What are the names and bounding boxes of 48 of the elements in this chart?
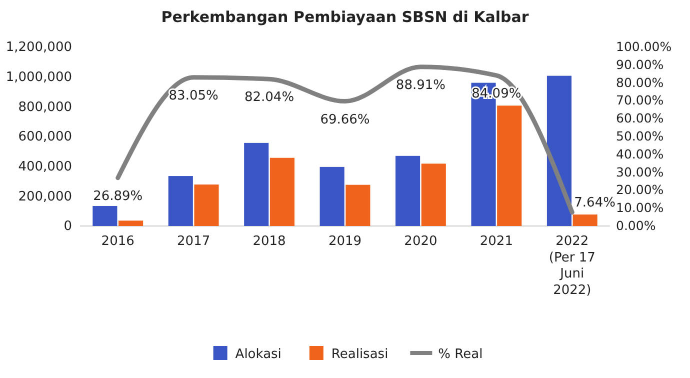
chart-title: Perkembangan Pembiayaan SBSN di Kalbar: [161, 8, 530, 26]
y2-tick-label: 10.00%: [616, 200, 664, 216]
x-tick-label: 2016: [101, 234, 134, 250]
y-tick-label: 0: [64, 219, 72, 234]
y-tick-label: 600,000: [18, 130, 72, 145]
data-label: 88.91%: [396, 78, 446, 93]
y2-tick-label: 50.00%: [616, 128, 664, 144]
bar: [320, 166, 344, 226]
legend-label: Alokasi: [235, 347, 282, 362]
bar: [421, 164, 446, 226]
y2-tick-label: 60.00%: [616, 110, 664, 126]
bar: [92, 206, 118, 226]
x-tick-label: 2022 (Per 17 Juni 2022): [548, 234, 596, 298]
x-tick-label: 2020: [404, 234, 438, 250]
legend-label: Realisasi: [331, 347, 388, 362]
bar: [346, 184, 370, 226]
x-tick-label: 2017: [177, 234, 210, 250]
bar: [118, 220, 144, 226]
bar: [270, 158, 294, 226]
x-tick-label: 2021: [480, 234, 513, 250]
bar: [546, 76, 572, 226]
y-tick-label: 800,000: [18, 100, 72, 115]
bar: [396, 156, 420, 226]
bar: [497, 106, 522, 226]
bar: [194, 184, 219, 226]
data-label: 69.66%: [320, 112, 370, 128]
data-label: 7.64%: [574, 195, 616, 210]
y2-tick-label: 100.00%: [616, 39, 672, 54]
legend-label: % Real: [438, 347, 483, 362]
y2-tick-label: 20.00%: [616, 182, 664, 198]
x-tick-label: 2018: [252, 234, 286, 250]
y2-tick-label: 70.00%: [616, 92, 664, 108]
data-label: 26.89%: [93, 188, 143, 204]
y-tick-label: 200,000: [18, 189, 72, 204]
x-tick-label: 2019: [328, 234, 362, 250]
y-tick-label: 400,000: [18, 159, 72, 174]
bar: [168, 176, 193, 226]
y-tick-label: 1,000,000: [6, 70, 72, 85]
data-label: 83.05%: [168, 88, 218, 104]
y2-tick-label: 30.00%: [616, 164, 664, 180]
bar: [244, 142, 269, 226]
bar: [572, 214, 598, 226]
y2-tick-label: 90.00%: [616, 56, 664, 72]
y2-tick-label: 0.00%: [616, 218, 656, 233]
y2-tick-label: 40.00%: [616, 146, 664, 162]
y2-tick-label: 80.00%: [616, 74, 664, 90]
data-label: 82.04%: [244, 90, 294, 106]
y-tick-label: 1,200,000: [6, 40, 72, 56]
